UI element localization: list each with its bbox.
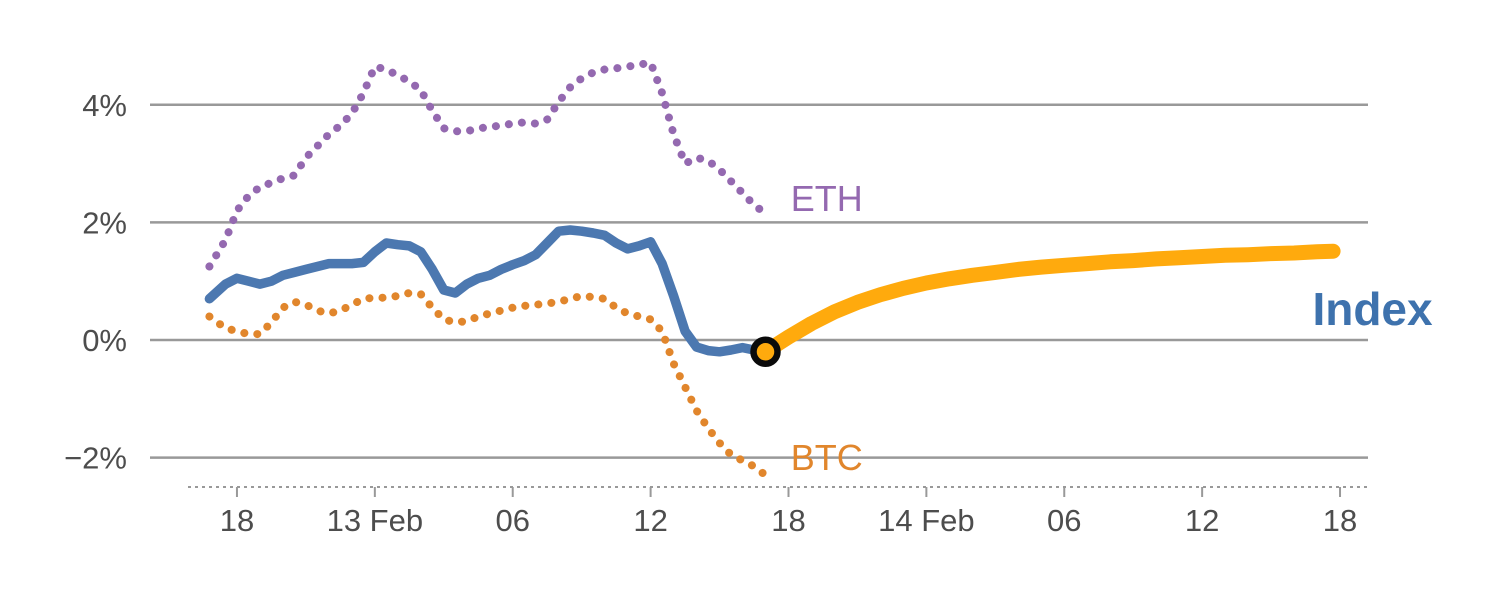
- y-tick-label: 0%: [82, 323, 127, 358]
- index-line: [204, 225, 771, 357]
- x-tick-label: 06: [1047, 503, 1081, 538]
- x-tick-label: 12: [1185, 503, 1219, 538]
- x-tick-label: 06: [495, 503, 529, 538]
- y-tick-label: 4%: [82, 88, 127, 123]
- x-tick-label: 13 Feb: [327, 503, 424, 538]
- x-tick-label: 18: [1323, 503, 1357, 538]
- eth-line: [205, 58, 770, 271]
- y-tick-label: −2%: [64, 441, 127, 476]
- forecast-start-marker: [750, 336, 781, 368]
- index-forecast-line: [758, 243, 1341, 360]
- y-tick-label: 2%: [82, 205, 127, 240]
- x-tick-label: 18: [771, 503, 805, 538]
- x-tick-label: 12: [633, 503, 667, 538]
- x-tick-label: 18: [220, 503, 254, 538]
- x-tick-label: 14 Feb: [878, 503, 975, 538]
- btc-line: [205, 289, 770, 480]
